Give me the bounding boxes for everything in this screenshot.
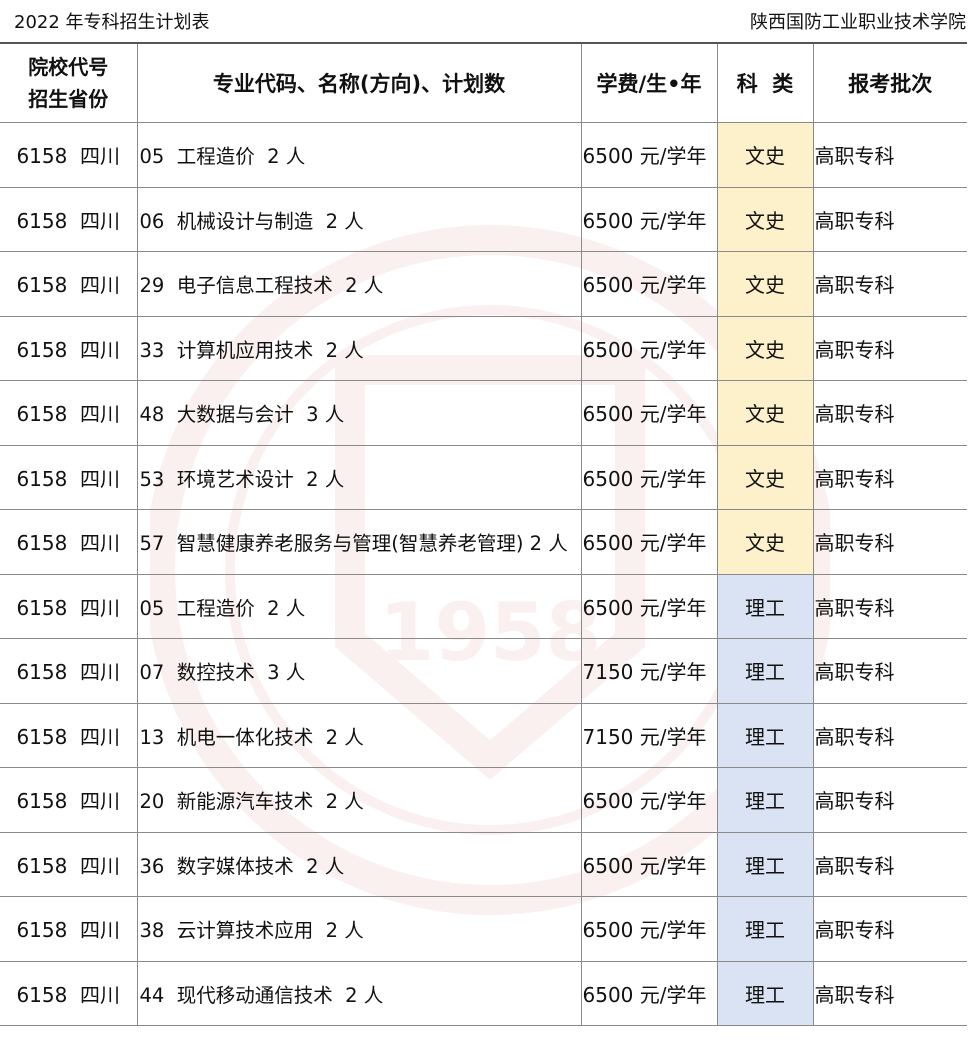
major-cell: 05 工程造价 2 人 [136, 122, 582, 188]
fee-cell: 6500 元/学年 [580, 380, 718, 446]
table-row: 6158 四川 06 机械设计与制造 2 人 6500 元/学年 文史 高职专科 [0, 186, 967, 252]
category-cell: 文史 [716, 122, 814, 188]
major-cell: 29 电子信息工程技术 2 人 [136, 251, 582, 317]
category-cell: 理工 [716, 831, 814, 897]
table-row: 6158 四川 44 现代移动通信技术 2 人 6500 元/学年 理工 高职专科 [0, 960, 967, 1026]
table-row: 6158 四川 13 机电一体化技术 2 人 7150 元/学年 理工 高职专科 [0, 702, 967, 768]
category-cell: 文史 [716, 251, 814, 317]
category-cell: 理工 [716, 960, 814, 1026]
school-province-cell: 6158 四川 [0, 638, 138, 704]
batch-cell: 高职专科 [812, 122, 967, 188]
category-cell: 文史 [716, 509, 814, 575]
major-cell: 13 机电一体化技术 2 人 [136, 702, 582, 768]
batch-cell: 高职专科 [812, 960, 967, 1026]
school-province-cell: 6158 四川 [0, 896, 138, 962]
major-cell: 06 机械设计与制造 2 人 [136, 186, 582, 252]
table-row: 6158 四川 05 工程造价 2 人 6500 元/学年 理工 高职专科 [0, 573, 967, 639]
major-cell: 20 新能源汽车技术 2 人 [136, 767, 582, 833]
table-row: 6158 四川 36 数字媒体技术 2 人 6500 元/学年 理工 高职专科 [0, 831, 967, 897]
school-name: 陕西国防工业职业技术学院 [750, 12, 966, 33]
batch-cell: 高职专科 [812, 380, 967, 446]
batch-cell: 高职专科 [812, 251, 967, 317]
school-province-cell: 6158 四川 [0, 767, 138, 833]
school-province-cell: 6158 四川 [0, 573, 138, 639]
batch-cell: 高职专科 [812, 573, 967, 639]
table-header-row: 院校代号招生省份 专业代码、名称(方向)、计划数 学费/生•年 科 类 报考批次 [0, 42, 967, 123]
batch-cell: 高职专科 [812, 638, 967, 704]
header-major: 专业代码、名称(方向)、计划数 [136, 42, 582, 123]
major-cell: 05 工程造价 2 人 [136, 573, 582, 639]
table-row: 6158 四川 05 工程造价 2 人 6500 元/学年 文史 高职专科 [0, 122, 967, 188]
table-row: 6158 四川 33 计算机应用技术 2 人 6500 元/学年 文史 高职专科 [0, 315, 967, 381]
major-cell: 36 数字媒体技术 2 人 [136, 831, 582, 897]
major-cell: 57 智慧健康养老服务与管理(智慧养老管理) 2 人 [136, 509, 582, 575]
header-province: 招生省份 [28, 87, 109, 111]
school-province-cell: 6158 四川 [0, 702, 138, 768]
category-cell: 文史 [716, 444, 814, 510]
school-province-cell: 6158 四川 [0, 251, 138, 317]
batch-cell: 高职专科 [812, 444, 967, 510]
school-province-cell: 6158 四川 [0, 444, 138, 510]
fee-cell: 6500 元/学年 [580, 122, 718, 188]
batch-cell: 高职专科 [812, 702, 967, 768]
batch-cell: 高职专科 [812, 831, 967, 897]
fee-cell: 6500 元/学年 [580, 251, 718, 317]
batch-cell: 高职专科 [812, 896, 967, 962]
batch-cell: 高职专科 [812, 509, 967, 575]
header-batch: 报考批次 [812, 42, 967, 123]
fee-cell: 6500 元/学年 [580, 186, 718, 252]
fee-cell: 6500 元/学年 [580, 509, 718, 575]
category-cell: 文史 [716, 380, 814, 446]
header-category: 科 类 [716, 42, 814, 123]
fee-cell: 6500 元/学年 [580, 767, 718, 833]
school-province-cell: 6158 四川 [0, 380, 138, 446]
enrollment-plan-table: 院校代号招生省份 专业代码、名称(方向)、计划数 学费/生•年 科 类 报考批次… [0, 42, 967, 1026]
batch-cell: 高职专科 [812, 767, 967, 833]
fee-cell: 7150 元/学年 [580, 702, 718, 768]
major-cell: 33 计算机应用技术 2 人 [136, 315, 582, 381]
table-row: 6158 四川 20 新能源汽车技术 2 人 6500 元/学年 理工 高职专科 [0, 767, 967, 833]
header-fee: 学费/生•年 [580, 42, 718, 123]
major-cell: 53 环境艺术设计 2 人 [136, 444, 582, 510]
header-school-code: 院校代号 [28, 55, 109, 79]
document-title: 2022 年专科招生计划表 [14, 12, 210, 33]
major-cell: 38 云计算技术应用 2 人 [136, 896, 582, 962]
table-row: 6158 四川 57 智慧健康养老服务与管理(智慧养老管理) 2 人 6500 元/… [0, 509, 967, 575]
batch-cell: 高职专科 [812, 315, 967, 381]
table-row: 6158 四川 48 大数据与会计 3 人 6500 元/学年 文史 高职专科 [0, 380, 967, 446]
fee-cell: 6500 元/学年 [580, 315, 718, 381]
major-cell: 48 大数据与会计 3 人 [136, 380, 582, 446]
fee-cell: 6500 元/学年 [580, 896, 718, 962]
category-cell: 理工 [716, 638, 814, 704]
fee-cell: 6500 元/学年 [580, 831, 718, 897]
table-row: 6158 四川 53 环境艺术设计 2 人 6500 元/学年 文史 高职专科 [0, 444, 967, 510]
fee-cell: 7150 元/学年 [580, 638, 718, 704]
category-cell: 理工 [716, 896, 814, 962]
school-province-cell: 6158 四川 [0, 831, 138, 897]
table-row: 6158 四川 07 数控技术 3 人 7150 元/学年 理工 高职专科 [0, 638, 967, 704]
category-cell: 文史 [716, 186, 814, 252]
school-province-cell: 6158 四川 [0, 122, 138, 188]
category-cell: 理工 [716, 702, 814, 768]
major-cell: 07 数控技术 3 人 [136, 638, 582, 704]
fee-cell: 6500 元/学年 [580, 573, 718, 639]
major-cell: 44 现代移动通信技术 2 人 [136, 960, 582, 1026]
table-row: 6158 四川 29 电子信息工程技术 2 人 6500 元/学年 文史 高职专科 [0, 251, 967, 317]
school-province-cell: 6158 四川 [0, 960, 138, 1026]
fee-cell: 6500 元/学年 [580, 960, 718, 1026]
header-school-province: 院校代号 招生省份 [0, 42, 138, 123]
school-province-cell: 6158 四川 [0, 509, 138, 575]
category-cell: 理工 [716, 767, 814, 833]
table-row: 6158 四川 38 云计算技术应用 2 人 6500 元/学年 理工 高职专科 [0, 896, 967, 962]
category-cell: 文史 [716, 315, 814, 381]
school-province-cell: 6158 四川 [0, 186, 138, 252]
fee-cell: 6500 元/学年 [580, 444, 718, 510]
category-cell: 理工 [716, 573, 814, 639]
batch-cell: 高职专科 [812, 186, 967, 252]
school-province-cell: 6158 四川 [0, 315, 138, 381]
